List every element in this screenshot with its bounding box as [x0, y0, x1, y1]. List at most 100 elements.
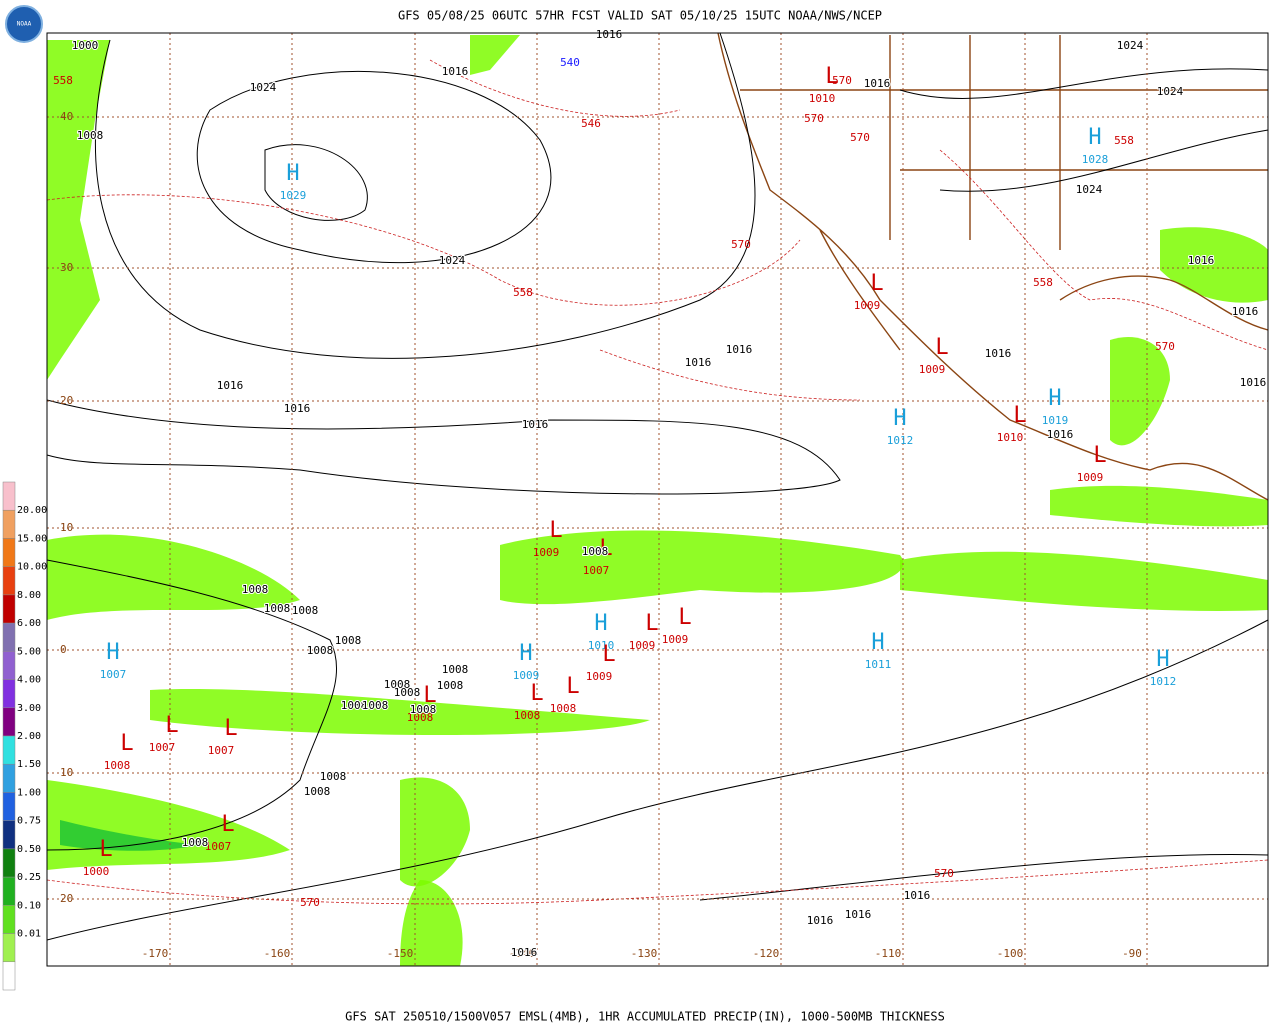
logo [5, 5, 43, 43]
thickness [46, 59, 1269, 905]
low-value: 1009 [919, 363, 946, 376]
high-symbol: H [106, 640, 119, 665]
colorbar-label: 10.00 [17, 562, 47, 573]
isobar [46, 559, 338, 851]
isobar-label: 1016 [1188, 254, 1215, 267]
isobar-label: 1016 [685, 356, 712, 369]
isobar-label: 1008 [341, 699, 368, 712]
low-value: 1007 [205, 840, 232, 853]
colorbar-label: 2.00 [17, 731, 41, 742]
isobar-label: 1008 [410, 703, 437, 716]
low-value: 1007 [583, 564, 610, 577]
low-symbol: L [120, 731, 133, 756]
thickness-label: 540 [560, 56, 580, 69]
thickness-label: 546 [581, 117, 601, 130]
isobar-label: 1008 [384, 678, 411, 691]
isobar-label: 1016 [726, 343, 753, 356]
isobar-label: 1016 [864, 77, 891, 90]
thickness-line [46, 194, 801, 306]
low-symbol: L [935, 335, 948, 360]
colorbar-label: 6.00 [17, 618, 41, 629]
precip-area [400, 777, 470, 887]
isobar-label: 1008 [182, 836, 209, 849]
colorbar-label: 0.10 [17, 900, 41, 911]
isobar-label: 1008 [292, 604, 319, 617]
isobar-label: 1000 [72, 39, 99, 52]
map-area: 40 30 20 10 0 10 20 -170 -160 -150 -140 -130 -120 -11… [46, 27, 1269, 967]
isobar-label: 1016 [442, 65, 469, 78]
high-value: 1010 [588, 639, 615, 652]
thickness-label: 570 [832, 74, 852, 87]
colorbar-label: 0.50 [17, 844, 41, 855]
lat-label: 20 [60, 892, 73, 905]
lon-label: -140 [509, 947, 536, 960]
low-value: 1009 [629, 639, 656, 652]
isobar-label: 1008 [582, 545, 609, 558]
low-symbol: L [599, 536, 612, 561]
colorbar-swatch [2, 820, 16, 850]
low-value: 1010 [809, 92, 836, 105]
low-symbol: L [1013, 403, 1026, 428]
isobar-label: 1008 [394, 686, 421, 699]
isobar-label: 1016 [904, 889, 931, 902]
precip-area [47, 534, 300, 620]
low-symbol: L [165, 713, 178, 738]
colorbar-label: 8.00 [17, 590, 41, 601]
isobar-label: 1024 [1076, 183, 1103, 196]
low-value: 1000 [83, 865, 110, 878]
precip-area [400, 880, 463, 966]
thickness-label: 570 [300, 896, 320, 909]
colorbar-swatch [2, 792, 16, 821]
colorbar-label: 3.00 [17, 703, 41, 714]
colorbar-swatch [2, 763, 16, 793]
colorbar-swatch [2, 961, 16, 991]
colorbar-swatch [2, 735, 16, 765]
high-value: 1012 [1150, 675, 1177, 688]
high-value: 1019 [1042, 414, 1069, 427]
lon-label: -100 [997, 947, 1024, 960]
high-value: 1012 [887, 434, 914, 447]
isobar [264, 144, 368, 221]
high-value: 1011 [865, 658, 892, 671]
colorbar-swatch [2, 679, 16, 709]
precip-area [47, 40, 110, 380]
thickness-label: 558 [53, 74, 73, 87]
low-value: 1008 [407, 711, 434, 724]
low-value: 1008 [514, 709, 541, 722]
thickness-line [599, 349, 861, 401]
footer-caption: GFS SAT 250510/1500V057 EMSL(4MB), 1HR A… [345, 1010, 945, 1024]
high-value: 1028 [1082, 153, 1109, 166]
colorbar-swatch [2, 622, 16, 652]
precip [47, 35, 1268, 966]
isobar [94, 32, 756, 359]
isobar-label: 1008 [77, 129, 104, 142]
lon-label: -90 [1122, 947, 1142, 960]
precip-area [500, 530, 904, 605]
low-value: 1009 [854, 299, 881, 312]
isobar-label: 1016 [596, 28, 623, 41]
isobar [699, 853, 1269, 901]
coastline [819, 229, 901, 351]
isobar-label: 1016 [807, 914, 834, 927]
isobar-label: 1016 [1232, 305, 1259, 318]
precip-area [150, 689, 650, 735]
isobar-label: 1008 [362, 699, 389, 712]
low-value: 1007 [208, 744, 235, 757]
colorbar-label: 0.25 [17, 872, 41, 883]
colorbar-swatch [2, 933, 16, 963]
high-value: 1029 [280, 189, 307, 202]
high-value: 1009 [513, 669, 540, 682]
lon-label: -170 [142, 947, 169, 960]
labels: 40 30 20 10 0 10 20 -170 -160 -150 -140 -130 -120 -11… [53, 27, 1267, 960]
colorbar-label: 1.50 [17, 759, 41, 770]
high-value: 1007 [100, 668, 127, 681]
isobar-label: 1008 [335, 634, 362, 647]
logo-text: NOAA [17, 21, 32, 28]
borders [740, 35, 1268, 250]
colorbar-swatch [2, 566, 16, 596]
low-symbol: L [825, 64, 838, 89]
lat-label: 10 [60, 521, 73, 534]
lon-label: -150 [387, 947, 414, 960]
low-symbol: L [99, 837, 112, 862]
